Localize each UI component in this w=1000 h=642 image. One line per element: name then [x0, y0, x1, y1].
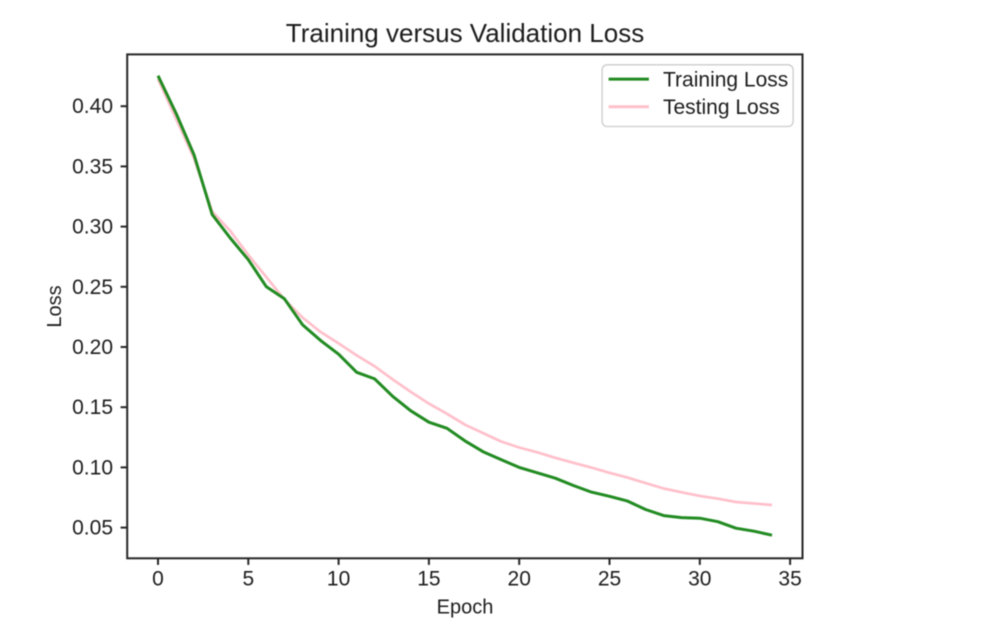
svg-text:0.25: 0.25 [72, 276, 113, 299]
svg-text:Training Loss: Training Loss [663, 68, 788, 91]
svg-text:20: 20 [508, 567, 531, 590]
svg-text:Epoch: Epoch [437, 597, 494, 619]
svg-text:35: 35 [778, 567, 801, 590]
svg-text:Loss: Loss [44, 285, 66, 327]
svg-text:10: 10 [327, 567, 350, 590]
svg-text:5: 5 [242, 567, 254, 590]
svg-text:0.20: 0.20 [72, 336, 113, 359]
svg-text:0.30: 0.30 [72, 216, 113, 239]
svg-text:25: 25 [598, 567, 621, 590]
svg-text:0.15: 0.15 [72, 396, 113, 419]
svg-text:Training versus Validation Los: Training versus Validation Loss [286, 18, 644, 48]
svg-text:30: 30 [688, 567, 711, 590]
svg-text:0.05: 0.05 [72, 517, 113, 540]
svg-text:0.10: 0.10 [72, 456, 113, 479]
svg-text:15: 15 [417, 567, 440, 590]
svg-text:0.35: 0.35 [72, 155, 113, 178]
svg-text:0.40: 0.40 [72, 95, 113, 118]
svg-text:0: 0 [152, 567, 164, 590]
svg-text:Testing Loss: Testing Loss [663, 96, 780, 119]
